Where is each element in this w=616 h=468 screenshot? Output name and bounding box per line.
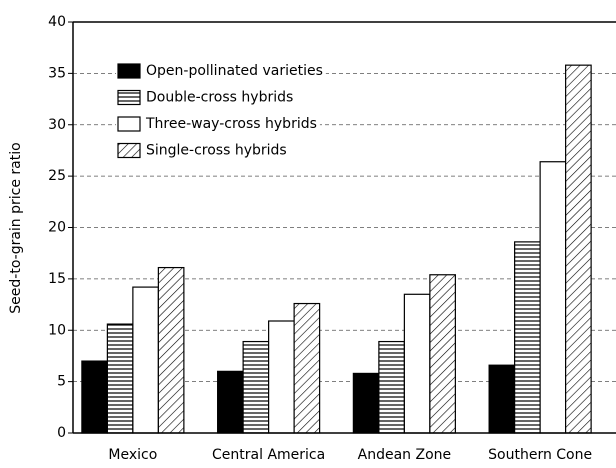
y-tick-label: 10 bbox=[48, 322, 66, 338]
x-tick-label: Mexico bbox=[108, 447, 157, 463]
legend-swatch bbox=[117, 116, 141, 132]
y-tick-label: 20 bbox=[48, 220, 66, 236]
bar bbox=[488, 364, 516, 434]
x-tick-label: Southern Cone bbox=[488, 447, 592, 463]
bar bbox=[403, 293, 431, 434]
legend-entry: Three-way-cross hybrids bbox=[116, 115, 320, 133]
legend-bg bbox=[116, 62, 326, 80]
bar bbox=[293, 302, 321, 434]
legend-label: Open-pollinated varieties bbox=[146, 63, 323, 79]
bar bbox=[132, 286, 159, 434]
legend-label: Double-cross hybrids bbox=[146, 90, 293, 106]
bar bbox=[242, 340, 270, 434]
legend-swatch bbox=[117, 89, 141, 106]
legend-entry: Single-cross hybrids bbox=[116, 141, 290, 160]
bar bbox=[514, 241, 541, 434]
x-tick-label: Central America bbox=[212, 447, 325, 463]
bar bbox=[352, 372, 380, 434]
bar bbox=[106, 323, 134, 434]
legend-entry: Open-pollinated varieties bbox=[116, 62, 326, 80]
legend-entry: Double-cross hybrids bbox=[116, 88, 297, 107]
y-tick-label: 30 bbox=[48, 117, 66, 133]
legend-label: Single-cross hybrids bbox=[146, 143, 287, 159]
bar bbox=[539, 161, 567, 434]
y-tick-label: 25 bbox=[48, 168, 66, 184]
legend-swatch bbox=[117, 63, 141, 79]
legend-bg bbox=[116, 141, 290, 160]
y-tick-label: 35 bbox=[48, 65, 66, 81]
y-axis-label: Seed-to-grain price ratio bbox=[8, 142, 24, 313]
bar bbox=[268, 320, 295, 434]
bar bbox=[157, 266, 185, 434]
legend-bg bbox=[116, 115, 320, 133]
bar bbox=[217, 370, 244, 434]
x-tick-label: Andean Zone bbox=[358, 447, 452, 463]
bar bbox=[429, 274, 456, 434]
bar bbox=[81, 360, 108, 434]
legend-swatch bbox=[117, 142, 141, 159]
legend-label: Three-way-cross hybrids bbox=[145, 116, 317, 132]
bar bbox=[565, 64, 592, 434]
y-tick-label: 40 bbox=[48, 14, 66, 30]
legend-bg bbox=[116, 88, 297, 107]
y-tick-label: 5 bbox=[57, 374, 66, 390]
y-tick-label: 0 bbox=[57, 425, 66, 441]
bar bbox=[378, 340, 405, 434]
y-tick-label: 15 bbox=[48, 271, 66, 287]
